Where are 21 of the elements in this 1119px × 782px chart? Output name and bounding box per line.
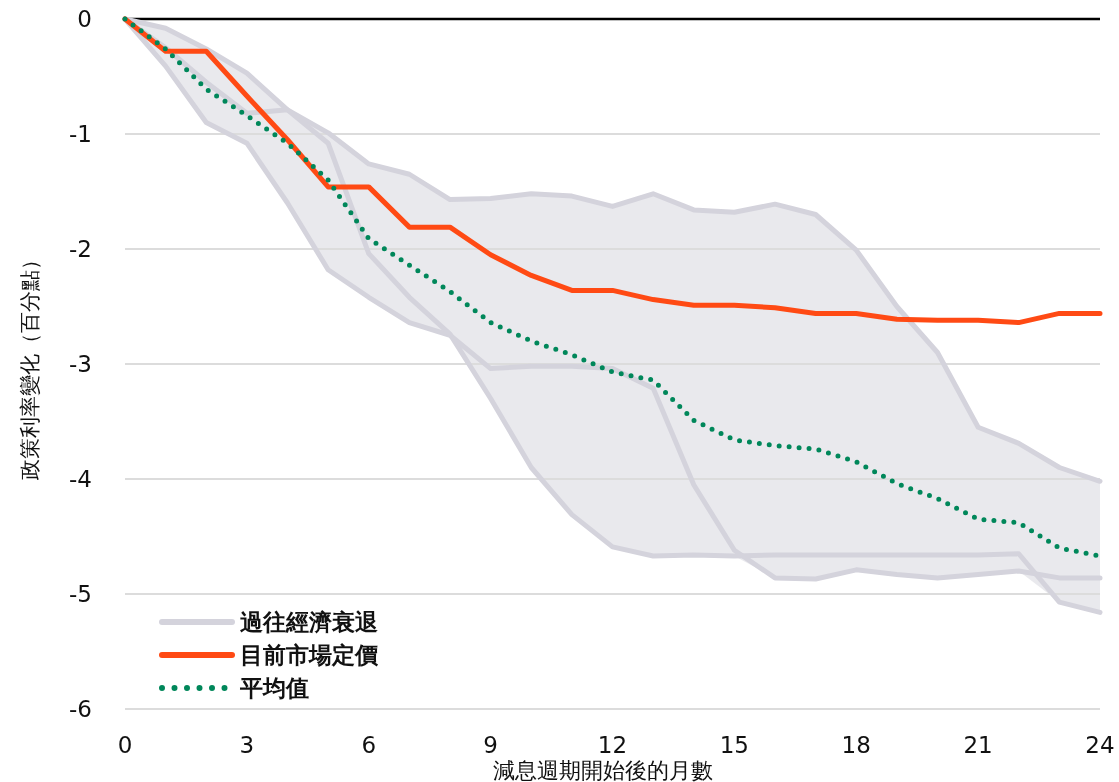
- y-tick-label: -1: [69, 121, 92, 147]
- x-tick-label: 24: [1085, 732, 1115, 758]
- x-tick-label: 15: [719, 732, 750, 758]
- y-tick-label: -6: [69, 696, 92, 722]
- x-tick-label: 0: [117, 732, 133, 758]
- x-tick-label: 3: [239, 732, 255, 758]
- x-tick-label: 21: [963, 732, 993, 758]
- x-tick-label: 6: [361, 732, 377, 758]
- y-axis-title: 政策利率變化（百分點）: [18, 248, 42, 480]
- y-tick-label: -5: [69, 581, 92, 607]
- legend-label: 平均值: [239, 675, 309, 701]
- y-tick-label: -4: [69, 466, 92, 492]
- x-tick-label: 12: [597, 732, 628, 758]
- y-tick-label: -2: [69, 236, 92, 262]
- x-axis-title: 減息週期開始後的月數: [492, 757, 713, 782]
- legend-label: 過往經濟衰退: [240, 609, 378, 635]
- y-tick-label: 0: [77, 6, 92, 32]
- legend-label: 目前市場定價: [240, 642, 379, 668]
- x-tick-label: 9: [483, 732, 498, 758]
- y-tick-label: -3: [69, 351, 92, 377]
- x-tick-label: 18: [841, 732, 871, 758]
